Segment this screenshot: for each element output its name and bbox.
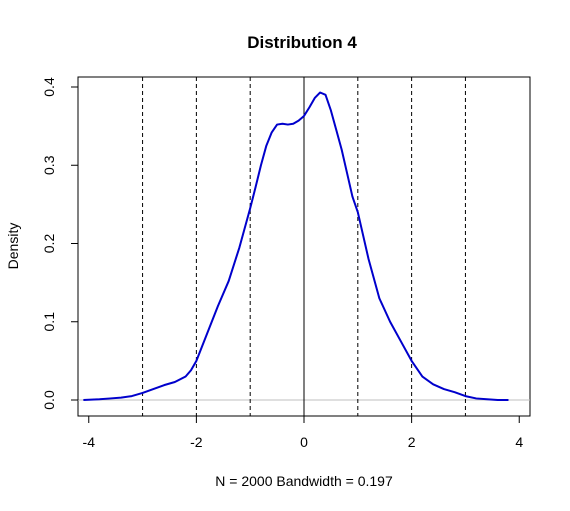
y-tick-label: 0.1: [41, 312, 57, 332]
y-axis: 0.0 0.1 0.2 0.3 0.4: [41, 77, 79, 410]
x-axis-label: N = 2000 Bandwidth = 0.197: [215, 473, 393, 489]
y-tick-label: 0.0: [41, 390, 57, 410]
x-tick-label: -2: [190, 434, 203, 450]
reference-lines: [78, 77, 530, 416]
y-tick-label: 0.2: [41, 234, 57, 254]
y-axis-label: Density: [5, 223, 21, 270]
x-tick-label: 2: [408, 434, 416, 450]
x-axis: -4 -2 0 2 4: [83, 415, 523, 450]
x-tick-label: 0: [300, 434, 308, 450]
x-tick-label: 4: [515, 434, 523, 450]
series-layer: [83, 91, 509, 401]
y-tick-label: 0.3: [41, 155, 57, 175]
density-curve: [83, 91, 509, 401]
chart-title: Distribution 4: [247, 33, 357, 52]
x-tick-label: -4: [83, 434, 96, 450]
y-tick-label: 0.4: [41, 77, 57, 97]
